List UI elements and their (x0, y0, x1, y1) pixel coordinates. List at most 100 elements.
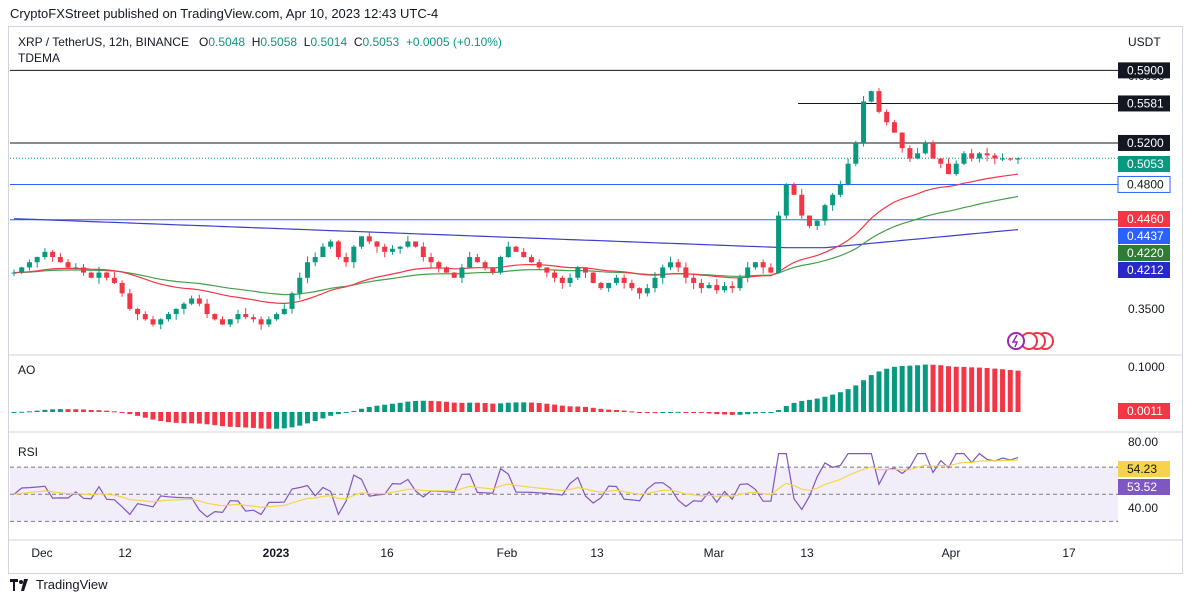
ao-bar-84 (660, 412, 666, 413)
candle-body-97 (760, 262, 766, 268)
x-tick-8: Apr (942, 546, 961, 560)
ao-bar-99 (776, 409, 782, 412)
ao-bar-48 (382, 404, 388, 412)
candle-body-19 (158, 319, 164, 325)
candle-body-14 (119, 282, 125, 294)
ao-bar-43 (343, 412, 349, 413)
candle-body-39 (312, 257, 318, 263)
candle-body-66 (521, 251, 527, 258)
ao-bar-108 (845, 389, 851, 412)
candle-body-0 (11, 272, 17, 274)
symbol-label[interactable]: XRP / TetherUS, 12h, BINANCE (18, 35, 189, 49)
candle-body-120 (938, 158, 944, 164)
candle-body-98 (768, 267, 774, 273)
rsi-value-tag (1118, 461, 1170, 477)
currency-label[interactable]: USDT (1128, 35, 1161, 49)
ao-bar-120 (938, 365, 944, 412)
ao-bar-92 (722, 412, 728, 415)
candle-body-125 (976, 153, 982, 159)
candle-body-51 (405, 241, 411, 247)
economic-events-icon[interactable] (1007, 332, 1054, 350)
ao-bar-28 (227, 412, 233, 427)
ao-bar-6 (57, 409, 63, 412)
candle-body-62 (490, 267, 496, 273)
rsi-pane-title[interactable]: RSI (18, 445, 39, 459)
candle-body-115 (899, 132, 905, 149)
candle-body-129 (1007, 158, 1013, 160)
ao-bar-81 (637, 412, 643, 413)
ao-bar-95 (745, 412, 751, 415)
rsi-value-label: 54.23 (1127, 462, 1157, 476)
ao-bar-110 (861, 380, 867, 412)
high-value: 0.5058 (260, 35, 298, 49)
ao-bar-11 (96, 410, 102, 412)
ao-bar-0 (11, 412, 17, 413)
ao-bar-125 (976, 367, 982, 412)
ao-bar-76 (598, 408, 604, 412)
ao-bar-17 (142, 412, 148, 418)
candle-body-90 (706, 285, 712, 289)
ema-slow-line (13, 218, 1019, 249)
candle-body-49 (389, 248, 395, 252)
ao-bar-75 (590, 407, 596, 412)
candle-body-83 (652, 277, 658, 289)
candlesticks (11, 88, 1021, 330)
publisher-line: CryptoFXStreet published on TradingView.… (10, 6, 439, 21)
rsi-y-tick-40: 40.00 (1128, 501, 1158, 515)
ao-bar-67 (528, 402, 534, 412)
candle-body-67 (528, 257, 534, 263)
ao-bar-129 (1007, 369, 1013, 412)
ao-bar-46 (366, 407, 372, 412)
rsi-ma-value-tag (1118, 479, 1170, 495)
ao-bar-112 (876, 371, 882, 412)
ao-bar-82 (644, 412, 650, 414)
low-label: L (303, 35, 311, 49)
price-tag-label-3: 0.4220 (1127, 246, 1164, 260)
indicator-label[interactable]: TDEMA (18, 51, 60, 65)
candle-body-100 (783, 184, 789, 216)
candle-body-89 (698, 282, 704, 289)
candle-body-37 (297, 277, 303, 294)
ao-bar-42 (335, 412, 341, 415)
candle-body-112 (876, 91, 882, 112)
ao-bar-58 (459, 402, 465, 412)
candle-body-61 (482, 262, 488, 268)
candle-body-69 (544, 267, 550, 273)
high-label: H (251, 35, 261, 49)
ao-bar-69 (544, 403, 550, 412)
level-tag-bg-1 (1118, 95, 1170, 112)
tradingview-logo-icon (10, 578, 30, 591)
candle-body-12 (104, 272, 110, 278)
ao-bar-86 (675, 411, 681, 413)
candle-body-28 (227, 319, 233, 325)
ao-bar-65 (513, 402, 519, 412)
ao-bar-66 (521, 402, 527, 412)
candle-body-76 (598, 282, 604, 289)
ao-pane-title[interactable]: AO (18, 363, 36, 377)
candle-body-20 (165, 314, 171, 320)
ao-bar-25 (204, 412, 210, 425)
candle-body-48 (382, 246, 388, 252)
ao-bar-74 (583, 406, 589, 412)
candle-body-126 (984, 153, 990, 156)
ao-bar-51 (405, 401, 411, 412)
price-tags: 0.5053 0.4460 0.4437 0.4220 0.4212 0.5900 0.55… (1117, 62, 1171, 278)
ao-bar-62 (490, 403, 496, 412)
ao-bar-5 (50, 409, 56, 412)
candle-body-43 (343, 257, 349, 263)
x-tick-2: 2023 (263, 546, 290, 560)
ao-bar-68 (536, 403, 542, 412)
low-value: 0.5014 (310, 35, 348, 49)
ao-bar-14 (119, 412, 125, 413)
rsi-ma-value-label: 53.52 (1127, 480, 1157, 494)
candle-body-75 (590, 272, 596, 283)
candle-body-6 (57, 257, 63, 263)
candle-body-3 (34, 257, 40, 263)
candle-body-93 (729, 286, 735, 289)
candle-body-35 (281, 308, 287, 315)
ema-fast-line (13, 173, 1019, 305)
candle-body-88 (691, 277, 697, 283)
candle-body-87 (683, 267, 689, 278)
candle-body-84 (660, 267, 666, 278)
